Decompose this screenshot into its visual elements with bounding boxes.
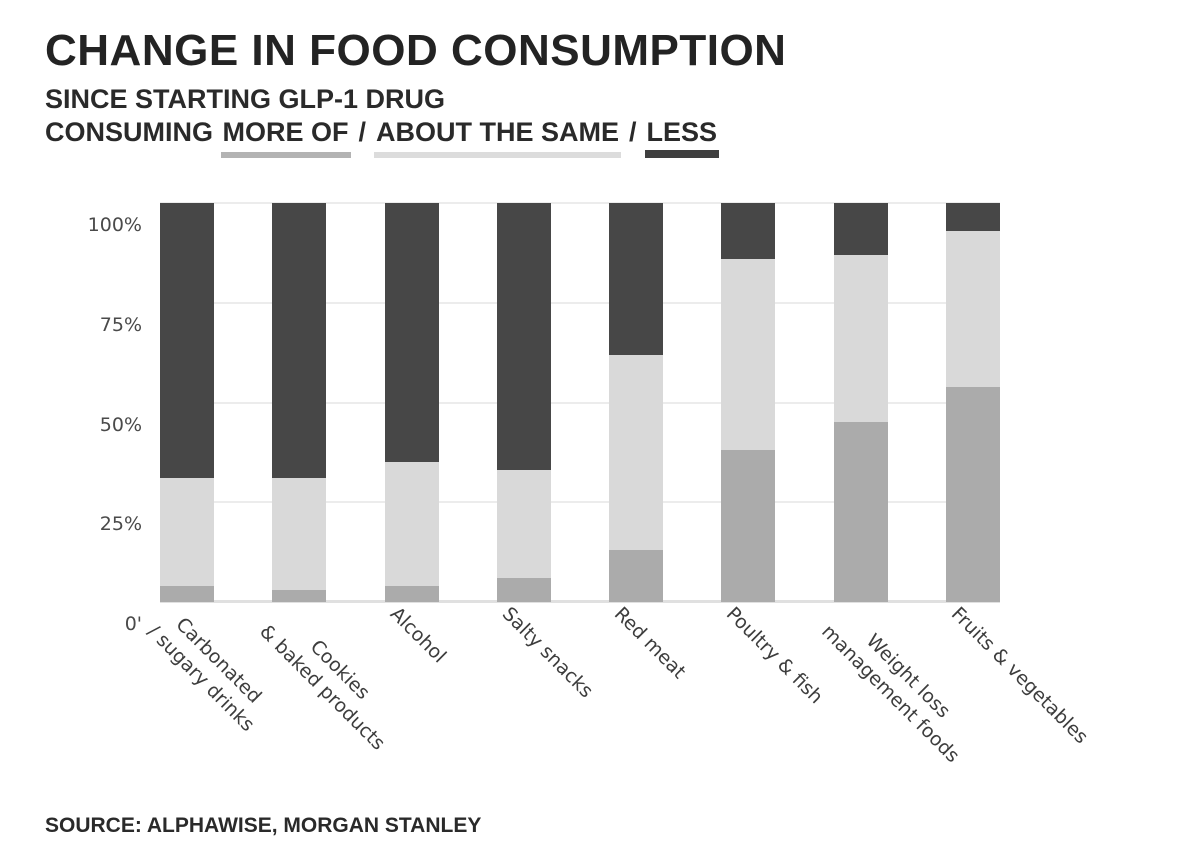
gridline-100 (160, 202, 1000, 204)
chart-subtitle: SINCE STARTING GLP-1 DRUG (45, 84, 446, 114)
bar-segment-less (160, 203, 214, 479)
bar-cookies-baked-products (272, 203, 327, 602)
bar-segment-more-of (272, 590, 327, 602)
bar-segment-less (496, 203, 551, 471)
category-label-text: Alcohol (385, 602, 450, 668)
bar-fruits-vegetables (945, 203, 1000, 602)
bar-segment-more-of (496, 578, 551, 602)
stacked-bar-chart-plot-area (160, 202, 1000, 603)
bar-segment-about-the-same (609, 354, 664, 551)
bar-segment-less (272, 203, 327, 479)
legend-separator: / (629, 117, 637, 147)
legend-separator: / (358, 117, 367, 147)
chart-legend: CONSUMING MORE OF / ABOUT THE SAME / LESS (45, 117, 720, 158)
bar-red-meat (609, 203, 664, 602)
bar-segment-more-of (833, 422, 888, 602)
legend-item-less: LESS (644, 117, 720, 158)
y-tick-label-25: 25% (99, 513, 142, 536)
gridline-0 (160, 600, 1000, 603)
y-tick-label-50: 50% (99, 413, 142, 436)
bar-segment-about-the-same (384, 462, 439, 587)
bars-container (160, 203, 1000, 602)
bar-segment-less (384, 203, 439, 463)
bar-segment-more-of (160, 586, 214, 602)
category-label-text: Red meat (609, 602, 691, 684)
y-tick-label-75: 75% (99, 313, 142, 336)
gridline-50 (160, 401, 1000, 404)
bar-segment-less (609, 203, 664, 355)
bar-segment-about-the-same (160, 478, 214, 587)
source-note: SOURCE: ALPHAWISE, MORGAN STANLEY (45, 814, 482, 837)
bar-carbonated-sugary-drinks (160, 203, 214, 602)
bar-segment-about-the-same (496, 470, 551, 579)
category-label-text: Salty snacks (497, 602, 598, 703)
legend-item-more-of: MORE OF (220, 117, 351, 158)
bar-poultry-fish (721, 203, 776, 602)
y-tick-label-0: 0' (124, 613, 142, 635)
bar-segment-about-the-same (945, 230, 1000, 387)
bar-segment-more-of (721, 450, 776, 602)
bar-segment-more-of (609, 550, 664, 602)
bar-segment-less (945, 203, 1000, 231)
bar-segment-less (833, 203, 888, 255)
bar-segment-less (721, 203, 776, 259)
bar-salty-snacks (496, 203, 551, 602)
legend-prefix: CONSUMING (45, 117, 213, 147)
gridline-25 (160, 501, 1000, 504)
gridline-75 (160, 301, 1000, 304)
category-label-text: Cookies & baked products (255, 620, 390, 755)
page-title: CHANGE IN FOOD CONSUMPTION (45, 26, 787, 75)
category-label-text: Carbonated / sugary drinks (143, 613, 266, 736)
bar-alcohol (384, 203, 439, 602)
bar-segment-more-of (384, 586, 439, 602)
category-label-text: Poultry & fish (722, 602, 828, 709)
bar-segment-about-the-same (721, 258, 776, 451)
bar-weight-loss-management-foods (833, 203, 888, 602)
legend-item-about-the-same: ABOUT THE SAME (374, 117, 622, 158)
y-tick-label-100: 100% (87, 214, 142, 236)
bar-segment-about-the-same (833, 254, 888, 423)
bar-segment-about-the-same (272, 478, 327, 591)
bar-segment-more-of (945, 386, 1000, 602)
